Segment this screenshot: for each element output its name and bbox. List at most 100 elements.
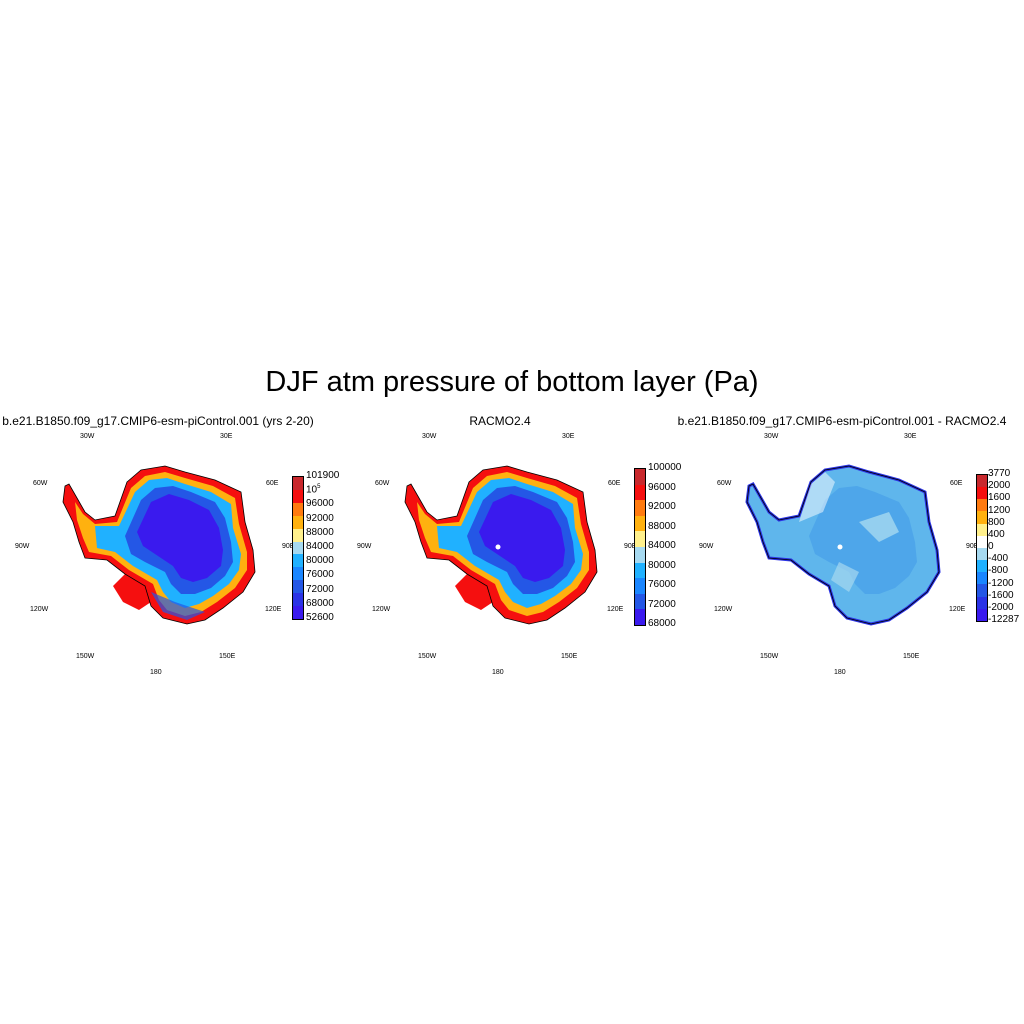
lon-label-120e: 120E (949, 606, 966, 613)
lon-label-90w: 90W (357, 543, 372, 550)
colorbar-swatch (976, 547, 988, 561)
lon-label-30e: 30E (562, 433, 575, 440)
panel-model: b.e21.B1850.f09_g17.CMIP6-esm-piControl.… (0, 412, 340, 682)
colorbar-label: 400 (988, 528, 1005, 540)
lon-label-120w: 120W (372, 606, 391, 613)
lon-label-90w: 90W (15, 543, 30, 550)
panel-racmo: RACMO2.4 30W 30E 60W 60E 90W 90E 120W 12… (342, 412, 682, 682)
colorbar-swatch (634, 609, 646, 626)
colorbar-swatch (976, 474, 988, 488)
antarctica-map (404, 465, 598, 625)
colorbar-swatch (976, 572, 988, 585)
colorbar-swatch (292, 489, 304, 503)
colorbar-swatch (634, 515, 646, 532)
colorbar-swatch (634, 500, 646, 516)
colorbar-label: -800 (988, 565, 1009, 577)
colorbar-label: 84000 (648, 540, 676, 551)
lon-label-30e: 30E (904, 433, 917, 440)
colorbar (976, 474, 988, 622)
lon-label-150w: 150W (76, 653, 95, 660)
colorbar-label: 1600 (988, 492, 1011, 504)
antarctica-map (745, 464, 941, 626)
colorbar-swatch (976, 487, 988, 500)
colorbar-swatch (976, 584, 988, 597)
colorbar (634, 468, 646, 626)
colorbar-swatch (634, 562, 646, 579)
colorbar-label: 80000 (648, 559, 676, 571)
lon-label-30w: 30W (422, 433, 437, 440)
colorbar-swatch (634, 484, 646, 501)
lon-label-150e: 150E (561, 653, 578, 660)
colorbar-label: 72000 (648, 598, 676, 610)
colorbar-label: 88000 (648, 520, 676, 532)
lon-label-30w: 30W (80, 433, 95, 440)
lon-label-30w: 30W (764, 433, 779, 440)
colorbar-swatch (976, 596, 988, 609)
panel-difference: b.e21.B1850.f09_g17.CMIP6-esm-piControl.… (678, 412, 1024, 682)
colorbar-swatch (292, 541, 304, 555)
colorbar-swatch (292, 515, 304, 529)
lon-label-150w: 150W (760, 653, 779, 660)
colorbar-swatch (292, 567, 304, 581)
lon-label-180: 180 (492, 669, 504, 676)
lon-label-120e: 120E (607, 606, 624, 613)
lon-label-30e: 30E (220, 433, 233, 440)
lon-label-60e: 60E (950, 480, 963, 487)
colorbar-label: 92000 (648, 501, 676, 512)
colorbar-swatches (976, 474, 988, 622)
colorbar-label: 100000 (648, 462, 682, 473)
lon-label-120w: 120W (30, 606, 49, 613)
panel-title: b.e21.B1850.f09_g17.CMIP6-esm-piControl.… (677, 414, 1007, 428)
lon-label-60e: 60E (608, 480, 621, 487)
colorbar-label: 2000 (988, 480, 1011, 492)
colorbar-label: 76000 (648, 579, 676, 590)
colorbar-label: 105 (306, 484, 321, 496)
colorbar-swatches (634, 468, 646, 626)
colorbar-label: 92000 (306, 512, 334, 524)
colorbar-label: 3770 (988, 468, 1011, 479)
lon-label-150e: 150E (219, 653, 236, 660)
colorbar-swatch (292, 593, 304, 607)
colorbar-swatch (292, 606, 304, 620)
lon-label-150w: 150W (418, 653, 437, 660)
lon-label-150e: 150E (903, 653, 920, 660)
colorbar-label: 96000 (306, 498, 334, 510)
lon-label-120w: 120W (714, 606, 733, 613)
colorbar-label: 1200 (988, 504, 1011, 516)
lon-label-90e: 90E (624, 543, 637, 550)
lon-label-90w: 90W (699, 543, 714, 550)
colorbar-label: -12287 (988, 614, 1020, 625)
colorbar-swatch (292, 554, 304, 568)
colorbar-swatch (292, 476, 304, 490)
colorbar-swatch (634, 546, 646, 563)
lon-label-60e: 60E (266, 480, 279, 487)
colorbar-label: 80000 (306, 555, 334, 567)
colorbar-swatch (292, 528, 304, 542)
lon-label-90e: 90E (966, 543, 979, 550)
colorbar-swatch (634, 578, 646, 594)
colorbar-label: -1200 (988, 577, 1014, 589)
lon-label-90e: 90E (282, 543, 295, 550)
lon-label-60w: 60W (33, 480, 48, 487)
colorbar-swatch (976, 560, 988, 573)
colorbar-label: 68000 (648, 618, 676, 629)
panel-title: b.e21.B1850.f09_g17.CMIP6-esm-piControl.… (2, 414, 314, 428)
lon-label-60w: 60W (375, 480, 390, 487)
colorbar-swatch (634, 593, 646, 610)
colorbar (292, 476, 304, 620)
colorbar-swatch (976, 535, 988, 548)
colorbar-swatch (634, 468, 646, 485)
colorbar-label: 800 (988, 516, 1005, 528)
colorbar-label: 101900 (306, 470, 340, 481)
colorbar-label: -1600 (988, 589, 1014, 601)
colorbar-swatch (976, 608, 988, 622)
main-title: DJF atm pressure of bottom layer (Pa) (265, 366, 759, 398)
colorbar-swatch (976, 499, 988, 512)
colorbar-label: 88000 (306, 526, 334, 538)
colorbar-swatches (292, 476, 304, 620)
colorbar-label: 84000 (306, 541, 334, 552)
colorbar-label: -2000 (988, 601, 1014, 613)
lon-label-60w: 60W (717, 480, 732, 487)
colorbar-label: -400 (988, 553, 1009, 565)
colorbar-swatch (292, 580, 304, 594)
